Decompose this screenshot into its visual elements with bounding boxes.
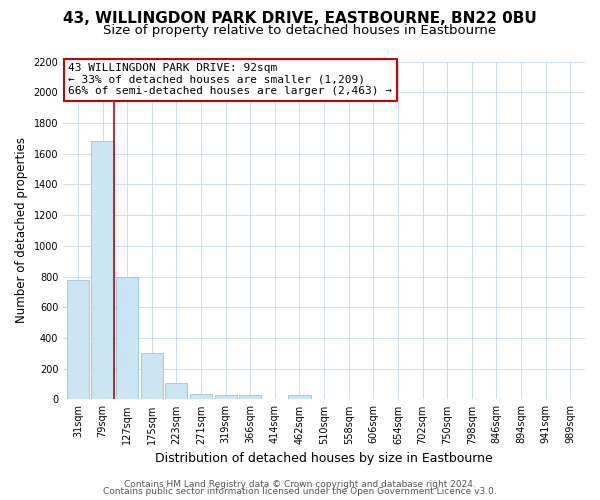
Text: 43 WILLINGDON PARK DRIVE: 92sqm
← 33% of detached houses are smaller (1,209)
66%: 43 WILLINGDON PARK DRIVE: 92sqm ← 33% of… (68, 63, 392, 96)
Bar (91, 142, 113, 400)
Text: Size of property relative to detached houses in Eastbourne: Size of property relative to detached ho… (103, 24, 497, 37)
Text: Contains HM Land Registry data © Crown copyright and database right 2024.: Contains HM Land Registry data © Crown c… (124, 480, 476, 489)
Text: Contains public sector information licensed under the Open Government Licence v3: Contains public sector information licen… (103, 487, 497, 496)
Bar (190, 394, 212, 400)
Bar (141, 354, 163, 400)
X-axis label: Distribution of detached houses by size in Eastbourne: Distribution of detached houses by size … (155, 452, 493, 465)
Y-axis label: Number of detached properties: Number of detached properties (15, 138, 28, 324)
Bar (239, 395, 262, 400)
Bar (215, 395, 237, 400)
Text: 43, WILLINGDON PARK DRIVE, EASTBOURNE, BN22 0BU: 43, WILLINGDON PARK DRIVE, EASTBOURNE, B… (63, 11, 537, 26)
Bar (116, 276, 138, 400)
Bar (289, 395, 311, 400)
Bar (67, 280, 89, 400)
Bar (166, 382, 187, 400)
